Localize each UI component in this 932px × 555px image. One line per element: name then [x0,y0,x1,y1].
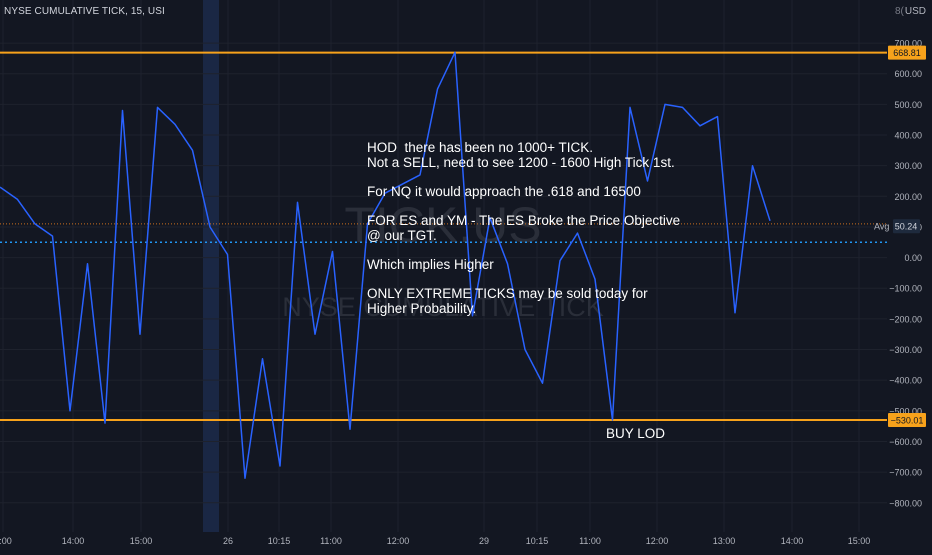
annotation-line: HOD there has been no 1000+ TICK. [367,140,594,155]
watermark-description: NYSE CUMULATIVE TICK [282,292,604,322]
annotation-line: @ our TGT. [367,227,437,243]
price-axis[interactable] [887,0,932,550]
text-annotation[interactable]: HOD there has been no 1000+ TICK. Not a S… [367,140,681,316]
y-tick-label: 500.00 [894,100,922,110]
x-tick-label: 14:00 [781,536,804,546]
y-tick-label: −700.00 [889,468,922,478]
currency-prefix: 8( [894,6,904,17]
grid [0,0,887,532]
y-tick-label: 400.00 [894,131,922,141]
level-price-label: 668.81 [893,48,921,58]
time-axis[interactable] [0,532,932,550]
annotation-line: FOR ES and YM - The ES Broke the Price O… [367,212,681,228]
annotation-line: Not a SELL, need to see 1200 - 1600 High… [367,154,675,170]
annotation-line [367,170,680,185]
y-tick-label: 300.00 [894,161,922,171]
y-tick-label: 600.00 [894,69,922,79]
currency-code: USD [904,6,926,17]
level-price-badge[interactable] [888,45,926,60]
level-price-label: −530.01 [891,416,924,426]
x-tick-label: 14:00 [62,536,85,546]
y-tick-label: −500.00 [889,406,922,416]
buy-lod-label[interactable]: BUY LOD [606,426,666,441]
series-line[interactable] [0,51,771,479]
x-tick-label: 11:00 [320,536,342,546]
avg-value-badge[interactable] [893,219,920,234]
annotation-line: ONLY EXTREME TICKS may be sold today for [367,285,648,301]
x-tick-label: 15:00 [848,536,871,546]
annotation-line [367,243,680,258]
annotation-line: Higher Probability. [367,300,477,316]
x-tick-label: 15:00 [130,536,153,546]
annotation-line: For NQ it would approach the .618 and 16… [367,183,641,199]
x-tick-label: 12:00 [646,536,669,546]
annotation-line: Which implies Higher [367,256,494,272]
y-tick-label: −100.00 [889,284,922,294]
y-tick-label: 700.00 [894,39,922,49]
annotation-line [367,199,680,214]
session-highlight [203,0,219,532]
x-tick-label: 10:15 [526,536,549,546]
x-tick-label: 12:00 [387,536,410,546]
y-tick-label: 200.00 [894,192,922,202]
y-tick-label: −600.00 [889,437,922,447]
avg-value-label: 50.24 [895,222,918,232]
y-tick-label: 0.00 [904,253,922,263]
x-tick-label: 11:00 [579,536,601,546]
avg-label: Avg [874,222,889,232]
x-tick-label: 26 [223,536,233,546]
x-tick-label: 13:00 [713,536,736,546]
currency-label[interactable]: 8(USD [895,6,926,17]
y-tick-label: −800.00 [889,498,922,508]
y-tick-label: −300.00 [889,345,922,355]
x-tick-label: 29 [479,536,489,546]
y-tick-label: −200.00 [889,314,922,324]
annotation-line [367,272,680,287]
x-tick-label: 3:00 [0,536,12,546]
level-price-badge[interactable] [888,413,926,428]
symbol-title[interactable]: NYSE CUMULATIVE TICK, 15, USI [4,6,165,17]
y-tick-label: −400.00 [889,376,922,386]
x-tick-label: 10:15 [268,536,291,546]
